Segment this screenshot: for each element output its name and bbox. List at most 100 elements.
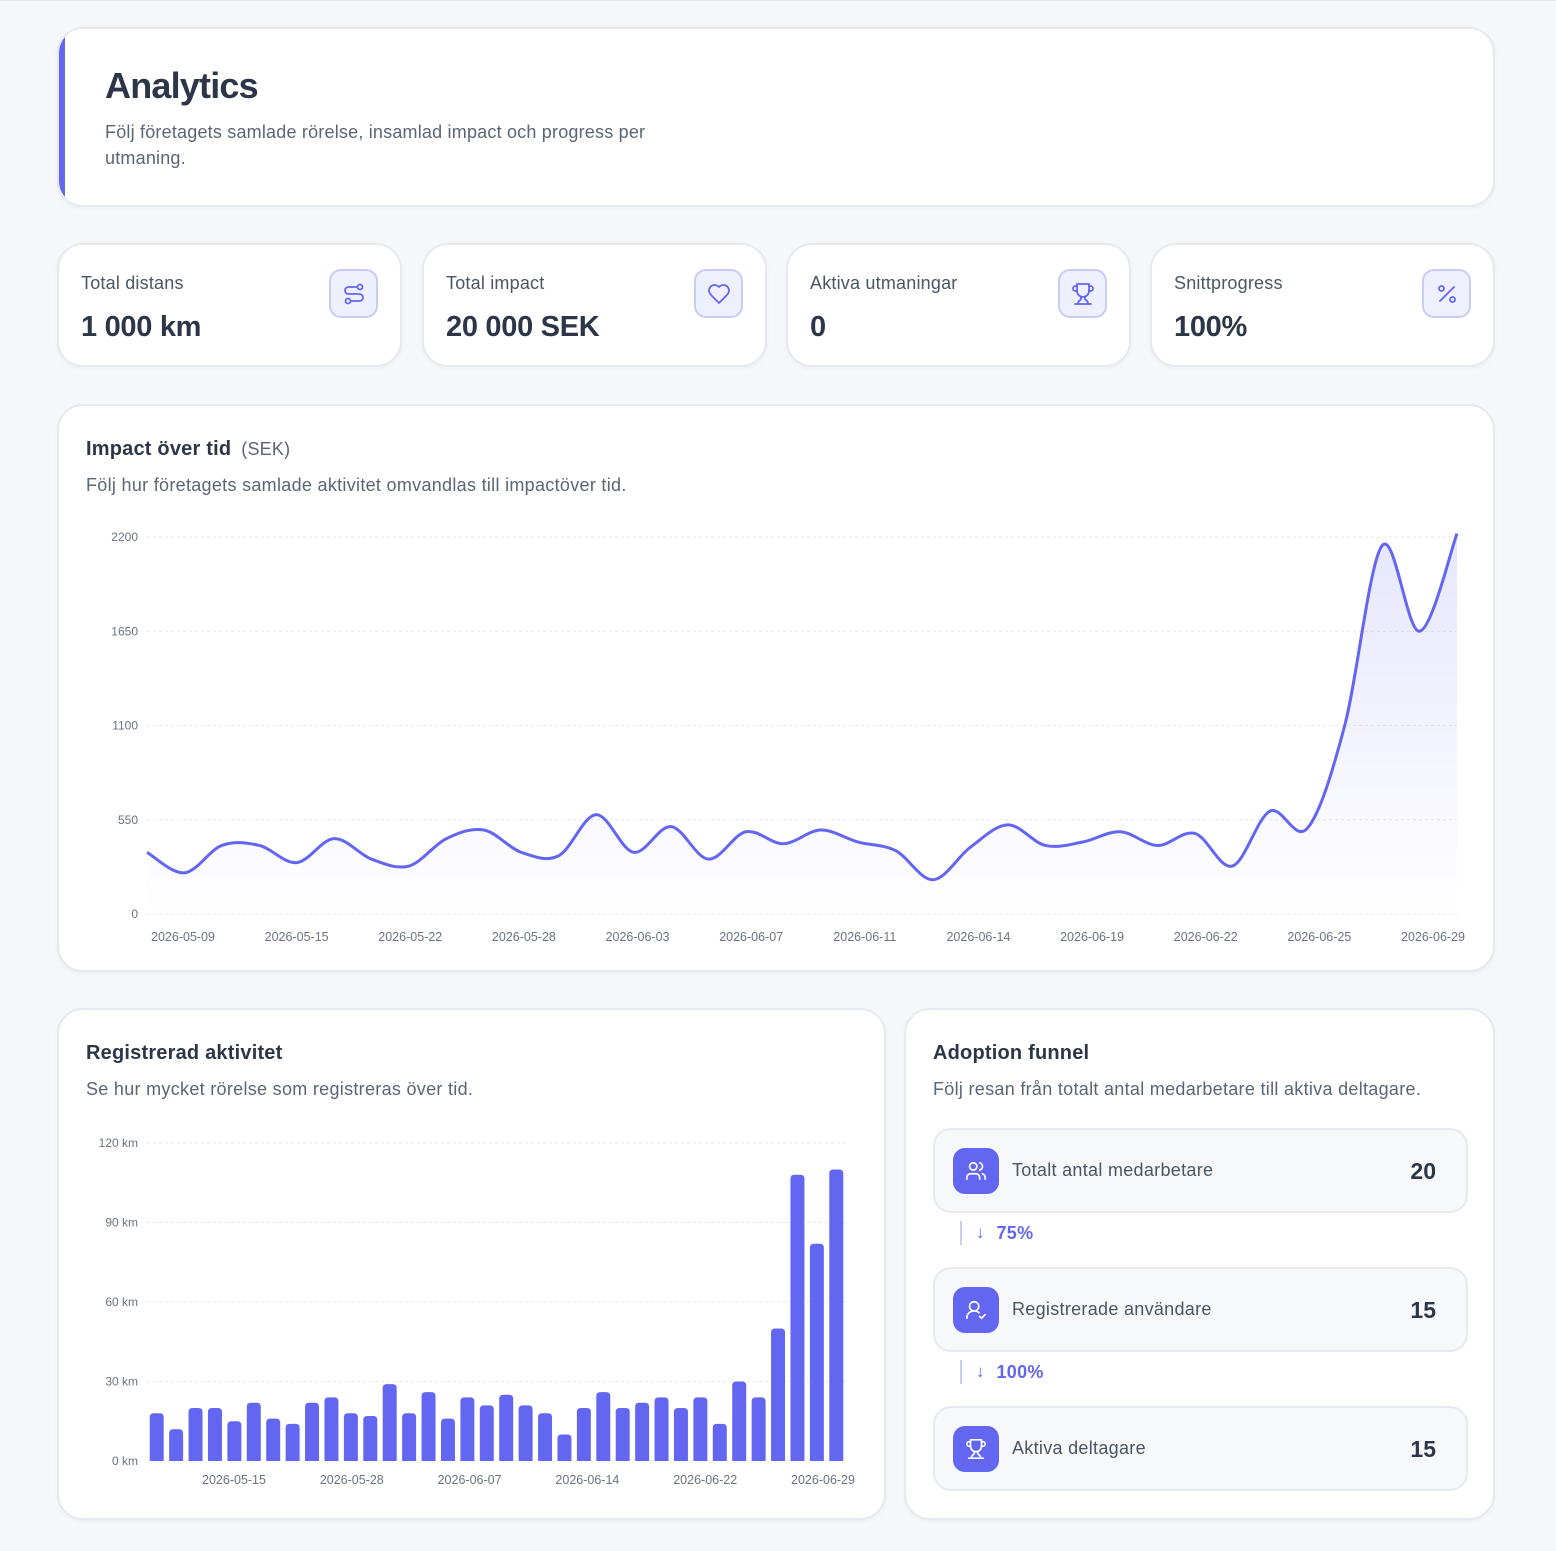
x-tick-label: 2026-06-14 [946,930,1010,944]
x-tick-label: 2026-06-22 [1174,930,1238,944]
page-subtitle: Följ företagets samlade rörelse, insamla… [105,122,646,168]
funnel-title: Adoption funnel [933,1042,1090,1064]
stat-value: 100% [1174,311,1247,343]
y-tick-label: 60 km [105,1295,138,1309]
stat-card-total-distance: Total distans 1 000 km [57,243,402,367]
impact-chart-card: Impact över tid (SEK) Följ hur företagets… [57,404,1495,972]
stat-card-active-challenges: Aktiva utmaningar 0 [786,243,1131,367]
activity-bar [343,1413,358,1461]
activity-bar [732,1381,747,1461]
stat-value: 20 000 SEK [446,311,600,343]
arrow-down-icon: ↓ [976,1362,985,1381]
activity-bar [207,1408,222,1461]
funnel-connector [960,1221,962,1245]
activity-bar [324,1397,339,1461]
activity-bar [635,1402,650,1461]
funnel-conversion-2: ↓ 100% [960,1360,1044,1384]
impact-unit: (SEK) [241,439,291,459]
activity-bar [227,1421,242,1461]
funnel-conversion-rate: 100% [996,1361,1044,1382]
activity-bar [305,1402,320,1461]
funnel-connector [960,1360,962,1384]
y-tick-label: 550 [118,813,138,827]
stat-value: 0 [810,311,826,343]
funnel-subtitle: Följ resan från totalt antal medarbetare… [933,1079,1422,1099]
activity-bar-chart: 0 km 30 km 60 km 90 km 120 km 2026-05-15 2026-… [99,1136,855,1487]
funnel-step-label: Totalt antal medarbetare [1012,1160,1214,1180]
activity-bar [771,1328,786,1461]
funnel-step-value: 15 [1410,1297,1436,1323]
activity-bar [751,1397,766,1461]
activity-bar [538,1413,553,1461]
stat-label: Total distans [81,273,184,293]
stat-card-avg-progress: Snittprogress 100% [1150,243,1495,367]
funnel-step-active-participants: Aktiva deltagare 15 [933,1406,1468,1491]
x-tick-label: 2026-06-25 [1287,930,1351,944]
x-tick-label: 2026-06-22 [673,1473,737,1487]
y-tick-label: 30 km [105,1375,138,1389]
activity-bar [557,1434,572,1461]
heart-icon [694,269,743,318]
impact-title-text: Impact över tid [86,438,232,460]
activity-bar [693,1397,708,1461]
activity-bar [402,1413,417,1461]
activity-bar [188,1408,203,1461]
x-tick-label: 2026-06-07 [438,1473,502,1487]
impact-chart-subtitle: Följ hur företagets samlade aktivitet om… [86,475,627,495]
x-tick-label: 2026-05-15 [265,930,329,944]
header-accent-bar [59,29,65,205]
stat-value: 1 000 km [81,311,202,343]
activity-bar [421,1392,436,1461]
activity-bar [266,1418,281,1461]
funnel-step-registered-users: Registrerade användare 15 [933,1267,1468,1352]
stat-label: Total impact [446,273,545,293]
activity-bar [829,1169,844,1461]
activity-bar [169,1429,184,1461]
activity-chart-card: Registrerad aktivitet Se hur mycket röre… [57,1008,886,1520]
activity-bar [149,1413,164,1461]
activity-bar [382,1384,397,1461]
activity-bar [790,1174,805,1461]
activity-bar [440,1418,455,1461]
y-tick-label: 0 km [112,1454,138,1468]
funnel-conversion-rate: 75% [996,1222,1034,1243]
funnel-step-value: 15 [1410,1436,1436,1462]
page-header-card: Analytics Följ företagets samlade rörels… [57,27,1495,207]
impact-series-line [146,533,1459,882]
y-tick-label: 120 km [99,1136,138,1150]
activity-bar [615,1408,630,1461]
adoption-funnel-card: Adoption funnel Följ resan från totalt a… [904,1008,1495,1520]
activity-bar [499,1394,514,1461]
x-tick-label: 2026-05-22 [378,930,442,944]
x-tick-label: 2026-05-28 [492,930,556,944]
stat-card-total-impact: Total impact 20 000 SEK [422,243,767,367]
activity-bar [246,1402,261,1461]
arrow-down-icon: ↓ [976,1223,985,1242]
x-tick-label: 2026-06-07 [719,930,783,944]
funnel-step-value: 20 [1410,1158,1436,1184]
activity-bar [479,1405,494,1461]
x-tick-label: 2026-05-09 [151,930,215,944]
x-tick-label: 2026-06-14 [555,1473,619,1487]
y-tick-label: 1650 [111,624,138,638]
y-tick-label: 2200 [111,530,138,544]
route-icon [329,269,378,318]
y-tick-label: 1100 [112,719,138,733]
x-tick-label: 2026-06-03 [606,930,670,944]
activity-bar [596,1392,611,1461]
stat-label: Aktiva utmaningar [810,273,958,293]
impact-area [147,533,1457,914]
activity-chart-subtitle: Se hur mycket rörelse som registreras öv… [86,1079,474,1099]
activity-bar [576,1408,591,1461]
funnel-step-label: Registrerade användare [1012,1299,1212,1319]
page-title: Analytics [105,65,259,106]
activity-bar [673,1408,688,1461]
x-tick-label: 2026-06-29 [1401,930,1465,944]
top-divider [0,0,1556,3]
funnel-step-total-employees: Totalt antal medarbetare 20 [933,1128,1468,1213]
x-tick-label: 2026-05-28 [320,1473,384,1487]
activity-bar [809,1243,824,1461]
activity-bar [363,1415,378,1461]
trophy-icon [1058,269,1107,318]
activity-bar [712,1423,727,1461]
